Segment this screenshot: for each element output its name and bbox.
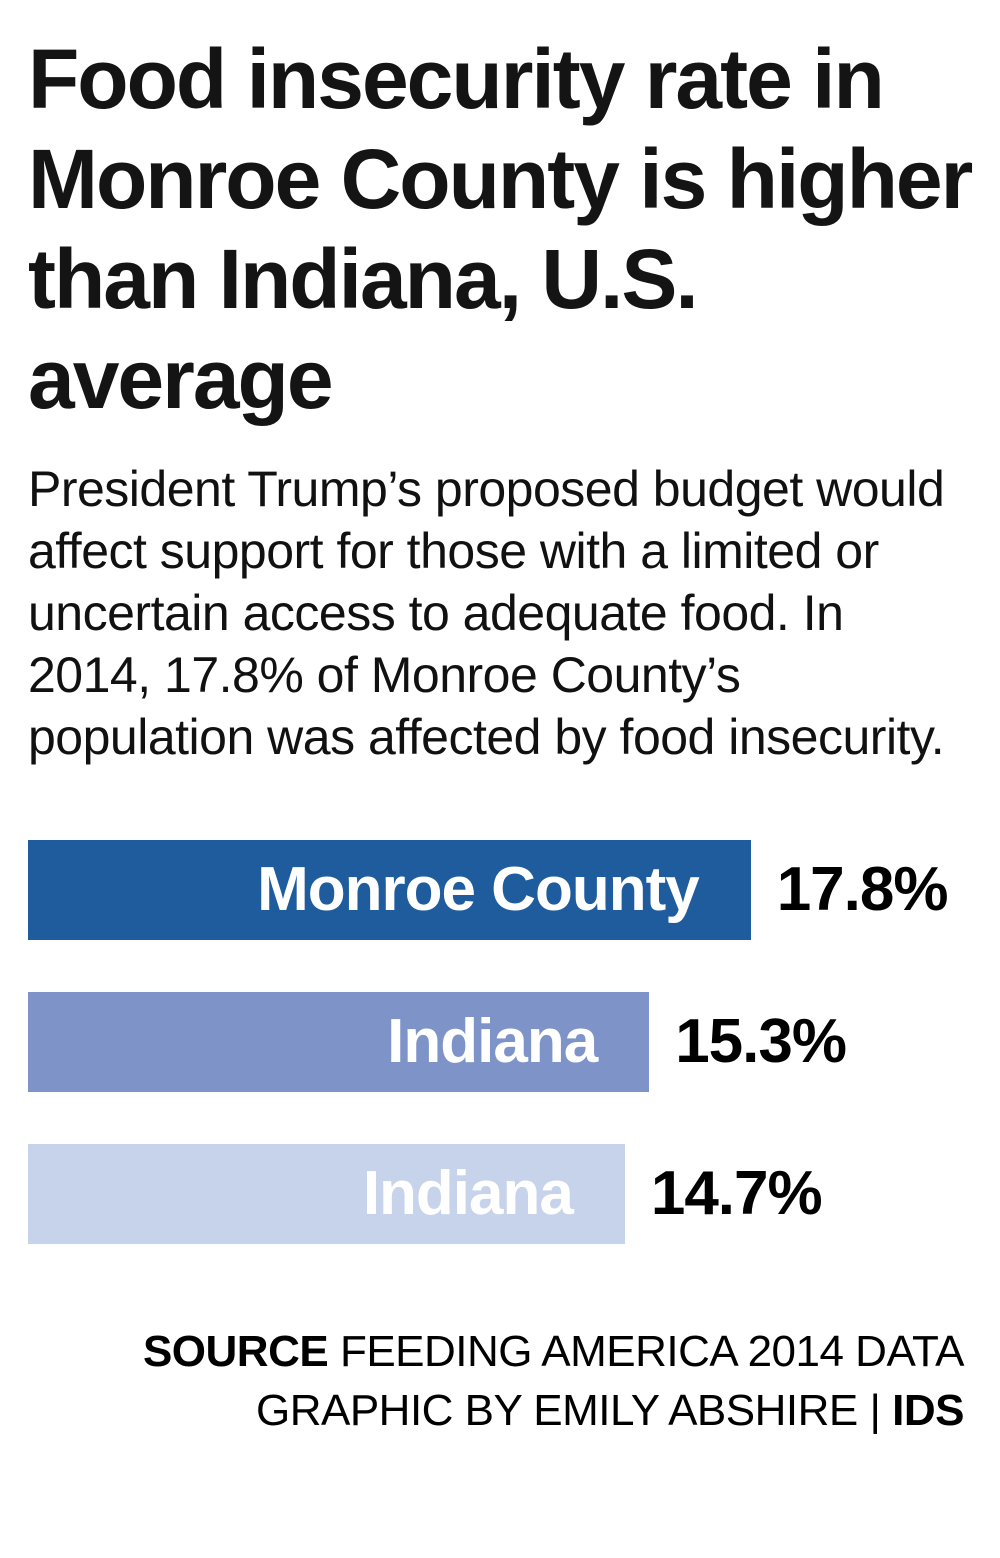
- bar-label-indiana: Indiana: [387, 1007, 598, 1077]
- bar-value-monroe-county: 17.8%: [776, 855, 949, 925]
- page-title: Food insecurity rate in Monroe County is…: [28, 32, 973, 426]
- credit-text: GRAPHIC BY EMILY ABSHIRE |: [255, 1386, 893, 1436]
- bar-monroe-county: Monroe County: [28, 839, 751, 940]
- bar-value-indiana: 15.3%: [675, 1007, 847, 1077]
- bar-label-us-average: Indiana: [362, 1159, 574, 1229]
- bar-row-monroe-county: Monroe County 17.8%: [28, 839, 972, 940]
- bar-value-us-average: 14.7%: [650, 1159, 823, 1229]
- bar-chart: Monroe County 17.8% Indiana 15.3% Indian…: [28, 839, 972, 1244]
- bar-row-indiana: Indiana 15.3%: [28, 991, 972, 1092]
- bar-us-average: Indiana: [28, 1143, 625, 1244]
- source-label: SOURCE: [142, 1326, 329, 1376]
- description-text: President Trump’s proposed budget would …: [28, 460, 945, 765]
- source-text: FEEDING AMERICA 2014 DATA: [339, 1326, 965, 1376]
- credit-brand: IDS: [892, 1386, 964, 1436]
- bar-indiana: Indiana: [28, 991, 650, 1092]
- credit-line: GRAPHIC BY EMILY ABSHIRE | IDS: [28, 1381, 965, 1440]
- bar-row-us-average: Indiana 14.7%: [28, 1143, 972, 1244]
- source-block: SOURCE FEEDING AMERICA 2014 DATA GRAPHIC…: [28, 1322, 972, 1441]
- source-line: SOURCE FEEDING AMERICA 2014 DATA: [28, 1322, 965, 1381]
- bar-label-monroe-county: Monroe County: [257, 855, 700, 925]
